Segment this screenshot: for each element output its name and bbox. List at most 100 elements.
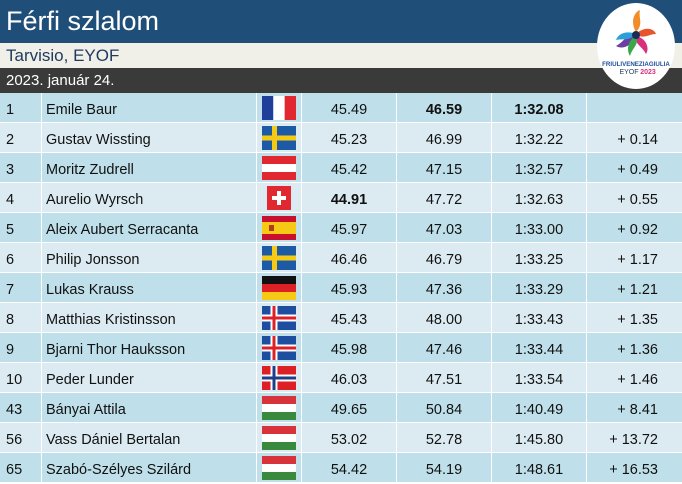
page-title: Férfi szlalom xyxy=(0,0,682,43)
logo-text-eyof: EYOF xyxy=(619,69,638,76)
rank-cell: 6 xyxy=(0,243,42,272)
run2-cell: 54.19 xyxy=(397,453,492,482)
athlete-name-cell: Szabó-Szélyes Szilárd xyxy=(42,453,257,482)
run2-cell: 46.99 xyxy=(397,123,492,152)
flag-cell xyxy=(257,153,302,182)
total-time-cell: 1:48.61 xyxy=(492,453,587,482)
table-row: 3 Moritz Zudrell 45.42 47.15 1:32.57 + 0.49 xyxy=(0,153,682,183)
table-row: 8 Matthias Kristinsson 45.43 48.00 1:33.43 + … xyxy=(0,303,682,333)
total-time-cell: 1:32.63 xyxy=(492,183,587,212)
flag-cell xyxy=(257,183,302,212)
run2-cell: 50.84 xyxy=(397,393,492,422)
athlete-name-cell: Bjarni Thor Hauksson xyxy=(42,333,257,362)
time-difference-cell: + 0.92 xyxy=(617,222,658,238)
run1-cell: 45.42 xyxy=(302,153,397,182)
run2-cell: 52.78 xyxy=(397,423,492,452)
flag-is-icon xyxy=(262,335,296,360)
flag-cell xyxy=(257,123,302,152)
table-row: 9 Bjarni Thor Hauksson 45.98 47.46 1:33.44 + … xyxy=(0,333,682,363)
venue-label: Tarvisio, EYOF xyxy=(0,43,682,68)
time-difference-cell: + 0.55 xyxy=(617,192,658,208)
rank-cell: 7 xyxy=(0,273,42,302)
flag-cell xyxy=(257,363,302,392)
run1-cell: 45.49 xyxy=(302,93,397,122)
flag-no-icon xyxy=(262,365,296,390)
rank-cell: 2 xyxy=(0,123,42,152)
flag-hu-icon xyxy=(262,455,296,480)
run2-cell: 47.46 xyxy=(397,333,492,362)
rank-cell: 1 xyxy=(0,93,42,122)
flag-cell xyxy=(257,243,302,272)
rank-cell: 43 xyxy=(0,393,42,422)
run2-cell: 48.00 xyxy=(397,303,492,332)
flag-at-icon xyxy=(262,155,296,180)
flag-hu-icon xyxy=(262,425,296,450)
eyof-logo: FRIULIVENEZIAGIULIA EYOF 2023 xyxy=(597,3,675,89)
run1-cell: 45.98 xyxy=(302,333,397,362)
flag-fr-icon xyxy=(262,95,296,120)
time-difference-cell: + 0.14 xyxy=(617,132,658,148)
rank-cell: 3 xyxy=(0,153,42,182)
flag-se-icon xyxy=(262,245,296,270)
run1-cell: 44.91 xyxy=(302,183,397,212)
rank-cell: 4 xyxy=(0,183,42,212)
time-difference-cell: + 1.46 xyxy=(617,372,658,388)
table-row: 43 Bányai Attila 49.65 50.84 1:40.49 + 8.41 xyxy=(0,393,682,423)
athlete-name-cell: Lukas Krauss xyxy=(42,273,257,302)
total-time-cell: 1:32.08 xyxy=(492,93,587,122)
run2-cell: 47.15 xyxy=(397,153,492,182)
flag-cell xyxy=(257,453,302,482)
time-difference-cell: + 1.36 xyxy=(617,342,658,358)
run1-cell: 45.23 xyxy=(302,123,397,152)
rank-cell: 8 xyxy=(0,303,42,332)
rank-cell: 5 xyxy=(0,213,42,242)
logo-text-region: FRIULIVENEZIAGIULIA xyxy=(602,61,670,68)
run1-cell: 53.02 xyxy=(302,423,397,452)
athlete-name-cell: Philip Jonsson xyxy=(42,243,257,272)
date-label: 2023. január 24. xyxy=(0,68,682,93)
time-difference-cell: + 8.41 xyxy=(617,402,658,418)
rank-cell: 9 xyxy=(0,333,42,362)
flag-cell xyxy=(257,333,302,362)
athlete-name-cell: Vass Dániel Bertalan xyxy=(42,423,257,452)
time-difference-cell: + 13.72 xyxy=(609,432,658,448)
flag-cell xyxy=(257,213,302,242)
run2-cell: 47.51 xyxy=(397,363,492,392)
flag-cell xyxy=(257,303,302,332)
table-row: 65 Szabó-Szélyes Szilárd 54.42 54.19 1:48.61… xyxy=(0,453,682,483)
total-time-cell: 1:40.49 xyxy=(492,393,587,422)
athlete-name-cell: Gustav Wissting xyxy=(42,123,257,152)
table-row: 4 Aurelio Wyrsch 44.91 47.72 1:32.63 + 0.55 xyxy=(0,183,682,213)
total-time-cell: 1:33.43 xyxy=(492,303,587,332)
table-row: 5 Aleix Aubert Serracanta 45.97 47.03 1:33.0… xyxy=(0,213,682,243)
table-row: 56 Vass Dániel Bertalan 53.02 52.78 1:45.80 +… xyxy=(0,423,682,453)
run2-cell: 47.36 xyxy=(397,273,492,302)
flag-de-icon xyxy=(262,275,296,300)
table-row: 6 Philip Jonsson 46.46 46.79 1:33.25 + 1.17 xyxy=(0,243,682,273)
time-difference-cell: + 1.35 xyxy=(617,312,658,328)
total-time-cell: 1:33.44 xyxy=(492,333,587,362)
flag-cell xyxy=(257,423,302,452)
rank-cell: 65 xyxy=(0,453,42,482)
flag-ch-icon xyxy=(267,185,291,210)
run1-cell: 46.46 xyxy=(302,243,397,272)
table-row: 1 Emile Baur 45.49 46.59 1:32.08 xyxy=(0,93,682,123)
run1-cell: 45.97 xyxy=(302,213,397,242)
run1-cell: 46.03 xyxy=(302,363,397,392)
flag-se-icon xyxy=(262,125,296,150)
athlete-name-cell: Emile Baur xyxy=(42,93,257,122)
athlete-name-cell: Moritz Zudrell xyxy=(42,153,257,182)
rank-cell: 56 xyxy=(0,423,42,452)
run1-cell: 45.43 xyxy=(302,303,397,332)
flag-cell xyxy=(257,93,302,122)
total-time-cell: 1:33.29 xyxy=(492,273,587,302)
run2-cell: 46.59 xyxy=(397,93,492,122)
flag-cell xyxy=(257,273,302,302)
run2-cell: 47.72 xyxy=(397,183,492,212)
run2-cell: 47.03 xyxy=(397,213,492,242)
flag-is-icon xyxy=(262,305,296,330)
total-time-cell: 1:32.57 xyxy=(492,153,587,182)
logo-text-year: 2023 xyxy=(640,69,656,76)
time-difference-cell: + 16.53 xyxy=(609,462,658,478)
flag-cell xyxy=(257,393,302,422)
